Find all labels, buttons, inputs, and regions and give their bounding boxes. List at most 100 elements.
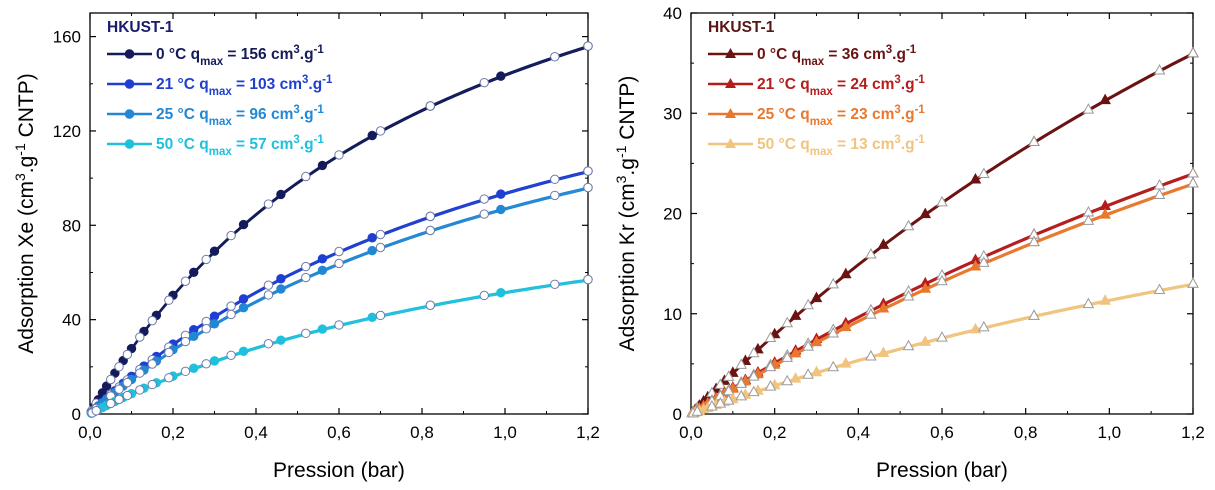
data-point-open-1 bbox=[583, 41, 593, 51]
y-axis-label-part: Adsorption Kr (cm bbox=[616, 183, 639, 351]
data-point-1 bbox=[839, 267, 852, 279]
legend-label-part: 3 bbox=[293, 134, 299, 146]
data-point-open-3 bbox=[1082, 214, 1095, 225]
legend-label-part: = 103 cm bbox=[232, 76, 302, 93]
x-tick-label: 1,0 bbox=[1098, 423, 1122, 442]
legend-marker-3 bbox=[124, 109, 135, 119]
legend-label-part: .g bbox=[300, 46, 314, 63]
data-point-4 bbox=[877, 346, 890, 357]
data-point-4 bbox=[969, 322, 982, 334]
data-point-open-3 bbox=[978, 256, 990, 267]
data-point-1 bbox=[1099, 93, 1111, 105]
data-point-open-4 bbox=[764, 380, 777, 391]
data-point-3 bbox=[317, 265, 328, 276]
data-point-2 bbox=[238, 294, 249, 304]
chart-2: 0,0 0,2 0,4 0,6 0,8 1,0 1,2 0 10 20 30 40 Pression (… bbox=[613, 4, 1205, 482]
data-point-3 bbox=[877, 301, 890, 313]
legend-label-2: 21 °C qmax = 24 cm3.g-1 bbox=[757, 74, 925, 98]
data-point-4 bbox=[919, 335, 932, 346]
legend-label-part: max bbox=[209, 116, 233, 128]
data-point-open-1 bbox=[334, 150, 344, 160]
data-point-1 bbox=[969, 172, 982, 184]
data-point-1 bbox=[367, 130, 377, 141]
data-point-open-1 bbox=[747, 346, 760, 358]
data-point-3 bbox=[919, 282, 932, 293]
x-tick-label: 1,0 bbox=[493, 423, 517, 442]
legend-label-part: max bbox=[209, 86, 233, 98]
data-point-1 bbox=[189, 267, 199, 277]
data-point-open-3 bbox=[747, 370, 760, 381]
x-axis-label: Pression (bar) bbox=[273, 459, 405, 482]
data-point-3 bbox=[496, 204, 506, 215]
y-tick-label: 80 bbox=[62, 216, 81, 235]
data-point-open-3 bbox=[375, 242, 386, 253]
data-point-open-1 bbox=[114, 362, 124, 372]
data-point-open-3 bbox=[735, 377, 747, 388]
legend-marker-2 bbox=[124, 79, 135, 89]
legend-label-part: -1 bbox=[314, 104, 325, 116]
data-point-open-4 bbox=[902, 339, 915, 351]
legend-label-part: .g bbox=[901, 106, 915, 123]
y-tick-label: 40 bbox=[663, 4, 682, 23]
data-point-open-4 bbox=[722, 394, 735, 405]
data-point-3 bbox=[1099, 208, 1111, 219]
data-point-open-3 bbox=[1187, 176, 1199, 188]
data-point-3 bbox=[839, 320, 852, 332]
data-point-open-4 bbox=[550, 279, 560, 289]
data-point-open-2 bbox=[425, 211, 435, 222]
data-point-1 bbox=[317, 160, 328, 171]
data-point-2 bbox=[317, 254, 328, 264]
legend-label-part: max bbox=[209, 146, 233, 158]
chart-title: HKUST-1 bbox=[708, 19, 775, 36]
data-point-1 bbox=[919, 207, 932, 219]
data-point-open-4 bbox=[706, 399, 718, 411]
data-point-4 bbox=[238, 346, 249, 357]
data-point-open-3 bbox=[479, 209, 489, 219]
data-point-2 bbox=[367, 233, 377, 243]
legend-label-1: 0 °C qmax = 156 cm3.g-1 bbox=[156, 44, 324, 68]
data-point-open-4 bbox=[1028, 309, 1040, 320]
data-point-4 bbox=[1099, 294, 1111, 305]
x-tick-label: 0,6 bbox=[930, 423, 954, 442]
data-point-4 bbox=[789, 372, 802, 383]
data-point-open-4 bbox=[334, 320, 344, 330]
data-point-open-3 bbox=[164, 347, 174, 358]
data-point-open-3 bbox=[114, 384, 124, 394]
data-point-open-4 bbox=[802, 368, 814, 379]
legend-label-part: .g bbox=[901, 136, 915, 153]
data-point-open-4 bbox=[714, 397, 727, 408]
legend-label-part: 21 °C q bbox=[757, 76, 810, 93]
legend-label-part: 3 bbox=[302, 74, 308, 86]
data-point-open-1 bbox=[135, 332, 145, 342]
data-point-1 bbox=[209, 246, 220, 256]
data-point-open-1 bbox=[147, 315, 157, 326]
legend-label-part: .g bbox=[901, 76, 915, 93]
y-tick-label: 20 bbox=[663, 205, 682, 224]
legend-label-part: -1 bbox=[322, 74, 333, 86]
data-point-open-4 bbox=[180, 366, 191, 377]
data-point-open-4 bbox=[226, 350, 236, 361]
plot-frame bbox=[690, 12, 1194, 415]
data-point-open-1 bbox=[827, 277, 840, 289]
legend-label-part: .g bbox=[308, 76, 322, 93]
legend-label-part: = 36 cm bbox=[824, 46, 886, 63]
y-axis-label-part: -1 bbox=[12, 143, 28, 156]
data-point-open-2 bbox=[263, 280, 274, 290]
legend-marker-4 bbox=[725, 138, 736, 148]
data-point-open-3 bbox=[263, 290, 274, 300]
data-point-open-4 bbox=[114, 394, 124, 405]
legend-label-part: max bbox=[810, 86, 834, 98]
data-point-open-1 bbox=[550, 52, 560, 62]
data-point-open-1 bbox=[201, 254, 211, 265]
data-point-open-1 bbox=[936, 195, 948, 207]
data-point-open-2 bbox=[375, 229, 386, 240]
legend-label-part: -1 bbox=[314, 134, 325, 146]
data-point-3 bbox=[969, 259, 982, 271]
legend-label-part: 50 °C q bbox=[757, 136, 810, 153]
data-point-2 bbox=[496, 189, 506, 199]
legend-label-4: 50 °C qmax = 13 cm3.g-1 bbox=[757, 134, 925, 158]
y-axis-label-part: CNTP) bbox=[15, 73, 38, 143]
data-point-open-1 bbox=[375, 126, 386, 136]
data-point-open-4 bbox=[691, 405, 704, 416]
